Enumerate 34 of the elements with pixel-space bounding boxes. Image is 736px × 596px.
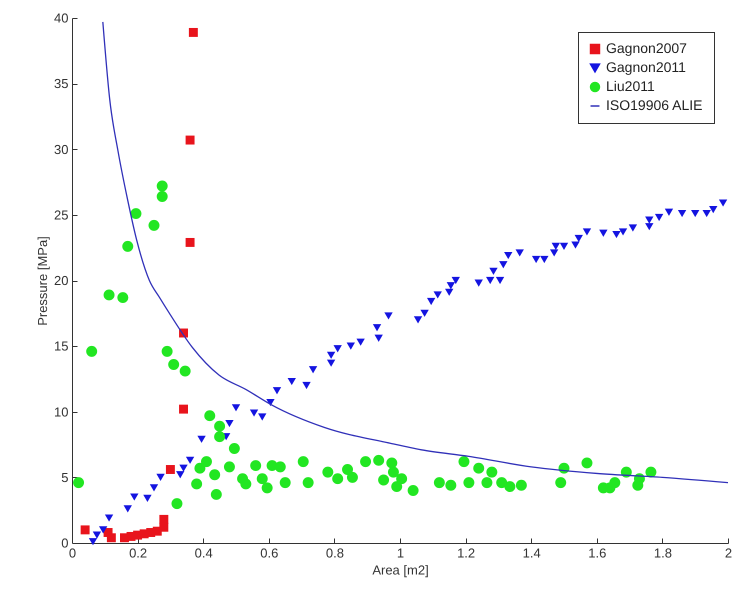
x-tick-label: 2: [724, 546, 732, 560]
y-axis-title: Pressure [MPa]: [35, 236, 50, 326]
legend-label: Gagnon2007: [606, 40, 688, 56]
x-tick-label: 1.8: [654, 546, 672, 560]
y-tick-label: 5: [61, 470, 68, 485]
point: [186, 136, 195, 145]
legend-label: Gagnon2011: [606, 59, 686, 75]
y-tick-label: 0: [61, 536, 68, 550]
x-tick-label: 0.4: [194, 546, 213, 560]
point: [80, 525, 90, 534]
y-tick-label: 20: [54, 273, 68, 288]
x-tick-label: 0.2: [129, 546, 148, 560]
point: [120, 533, 129, 542]
point: [104, 528, 113, 537]
x-tick-label: 1.2: [457, 546, 476, 560]
x-tick-label: 1.6: [588, 546, 606, 560]
y-tick-label: 30: [54, 142, 68, 157]
y-tick-label: 15: [54, 338, 68, 354]
y-tick-label: 25: [54, 207, 68, 222]
point: [179, 404, 188, 414]
legend-label: ISO19906 ALIE: [606, 97, 703, 113]
y-tick-label: 10: [54, 404, 68, 420]
x-tick-label: 1.4: [522, 546, 541, 560]
legend-label: Liu2011: [606, 78, 655, 94]
y-tick-label: 35: [54, 76, 68, 92]
line-series: [102, 21, 729, 484]
x-tick-label: 1: [396, 546, 404, 560]
point: [188, 28, 198, 37]
x-tick-label: 0.6: [260, 546, 278, 560]
x-tick-label: 0.8: [326, 546, 344, 560]
x-axis-title: Area [m2]: [372, 562, 429, 578]
point: [166, 465, 175, 474]
point: [186, 238, 195, 247]
y-tick-label: 40: [54, 10, 68, 26]
